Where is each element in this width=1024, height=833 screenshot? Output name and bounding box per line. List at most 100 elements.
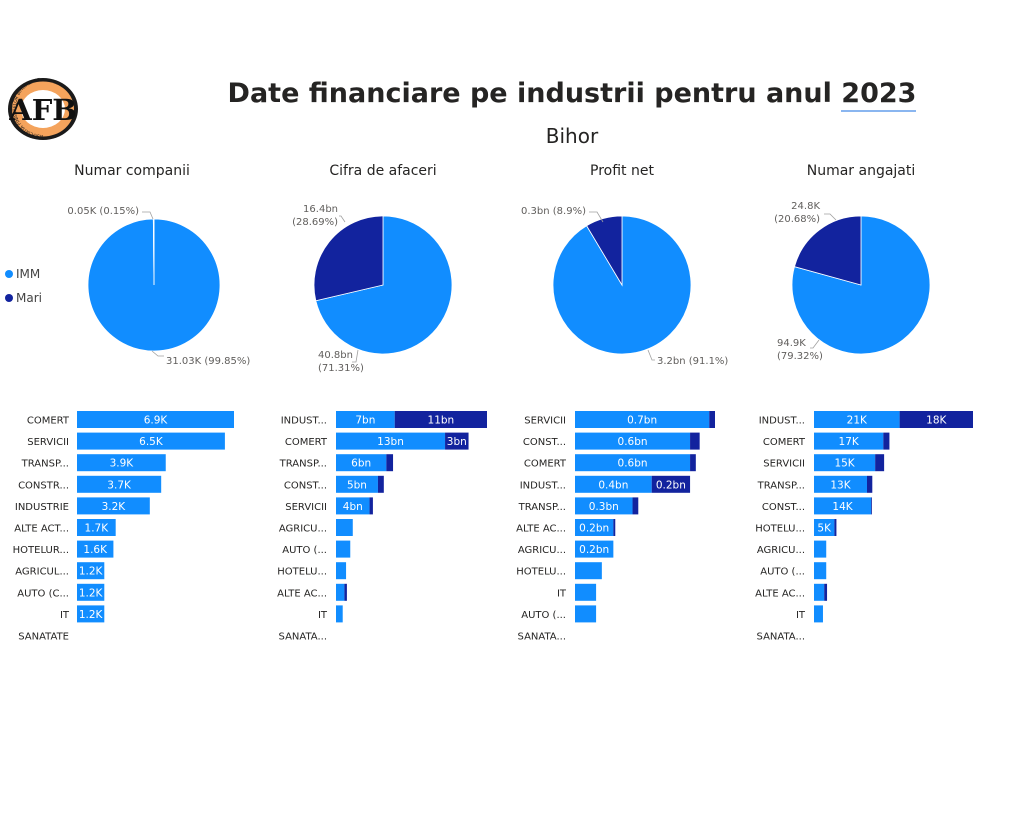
- bar-category-label: IT: [318, 610, 328, 621]
- bar-imm: [814, 605, 823, 623]
- bar-category-label: TRANSP...: [518, 502, 566, 513]
- pie-slice-mari: [152, 218, 155, 286]
- bar-imm: [77, 540, 114, 558]
- bar-mari: [377, 475, 384, 493]
- bar-chart-3: INDUST... 21K 18K COMERT 17K SERVICII 15K TRANS…: [755, 411, 973, 643]
- logo-letters: AFB: [8, 93, 77, 127]
- pie-chart-1: 40.8bn (71.31%) 16.4bn (28.69%): [292, 204, 453, 374]
- bar-value-label: 6bn: [351, 458, 371, 470]
- bar-mari: [369, 497, 373, 515]
- bar-imm: [336, 432, 446, 450]
- bar-imm: [575, 583, 597, 601]
- bar-category-label: IT: [557, 588, 567, 599]
- bar-mari: [632, 497, 639, 515]
- bar-imm: [77, 605, 105, 623]
- pie-slice-label: 24.8K (20.68%): [774, 201, 820, 225]
- bar-mari: [386, 454, 394, 472]
- bar-category-label: SERVICII: [763, 459, 805, 470]
- bar-category-label: IT: [60, 610, 70, 621]
- bar-mari: [613, 519, 616, 536]
- bar-value-label: 7bn: [355, 415, 375, 427]
- pie-slice-label: 94.9K (79.32%): [777, 338, 823, 362]
- bar-mari: [445, 432, 469, 450]
- bar-imm: [77, 562, 105, 580]
- pie-slice-imm: [315, 215, 453, 355]
- pie-leader-line: [142, 211, 154, 220]
- pie-leader-line: [647, 349, 655, 361]
- bar-category-label: SANATA...: [518, 632, 566, 643]
- bar-category-label: CONST...: [284, 480, 327, 491]
- bar-category-label: HOTELU...: [516, 567, 566, 578]
- bar-value-label: 6.9K: [144, 415, 169, 427]
- bar-imm: [77, 519, 116, 536]
- legend-item-mari[interactable]: Mari: [5, 291, 42, 305]
- bar-category-label: HOTELU...: [277, 567, 327, 578]
- pie-slice-label: 31.03K (99.85%): [166, 356, 250, 367]
- bar-value-label: 1.6K: [83, 544, 108, 556]
- bar-imm: [336, 497, 370, 515]
- bar-value-label: 3.7K: [107, 479, 132, 491]
- bar-category-label: IT: [796, 610, 806, 621]
- bar-imm: [575, 411, 710, 428]
- bar-imm: [575, 432, 691, 450]
- legend-imm-label: IMM: [16, 267, 41, 281]
- bar-category-label: SANATA...: [757, 632, 805, 643]
- bar-mari: [824, 583, 828, 601]
- bar-imm: [77, 497, 150, 515]
- pie-slice-label: 3.2bn (91.1%): [657, 356, 728, 367]
- bar-value-label: 0.6bn: [618, 436, 648, 448]
- bar-value-label: 5K: [817, 523, 832, 535]
- bar-category-label: ALTE AC...: [277, 588, 327, 599]
- pie-leader-line: [339, 215, 346, 223]
- bar-category-label: ALTE AC...: [755, 588, 805, 599]
- pie-slice-label: 16.4bn (28.69%): [292, 204, 338, 228]
- bar-mari: [651, 475, 691, 493]
- bar-imm: [336, 454, 387, 472]
- bar-category-label: SANATA...: [279, 632, 327, 643]
- pie-chart-2: 3.2bn (91.1%) 0.3bn (8.9%): [521, 206, 728, 367]
- legend-item-imm[interactable]: IMM: [5, 267, 40, 281]
- bar-value-label: 3.9K: [110, 458, 135, 470]
- bar-imm: [77, 411, 234, 428]
- page-title: Date financiare pe industrii pentru anul…: [0, 78, 1024, 112]
- bar-value-label: 0.6bn: [618, 458, 648, 470]
- bar-value-label: 1.2K: [79, 609, 104, 621]
- bar-mari: [834, 519, 837, 536]
- bar-chart-2: SERVICII 0.7bn CONST... 0.6bn COMERT 0.6bn IND…: [516, 411, 715, 643]
- bar-imm: [814, 411, 900, 428]
- bar-category-label: INDUST...: [520, 480, 566, 491]
- pie-slice-mari: [586, 215, 623, 287]
- bar-value-label: 4bn: [343, 501, 363, 513]
- bar-value-label: 13bn: [377, 436, 404, 448]
- bar-category-label: ALTE AC...: [516, 524, 566, 535]
- bar-mari: [394, 411, 487, 428]
- bar-imm: [77, 583, 105, 601]
- bar-category-label: INDUSTRIE: [15, 502, 69, 513]
- pie-leader-line: [810, 339, 820, 349]
- bar-imm: [336, 411, 395, 428]
- pie-leader-line: [824, 213, 837, 221]
- pie-chart-3: 94.9K (79.32%) 24.8K (20.68%): [774, 201, 931, 362]
- bar-value-label: 0.2bn: [579, 523, 609, 535]
- bar-category-label: TRANSP...: [21, 459, 69, 470]
- bar-category-label: SERVICII: [285, 502, 327, 513]
- bar-mari: [690, 432, 700, 450]
- bar-value-label: 3.2K: [102, 501, 127, 513]
- bar-imm: [575, 475, 652, 493]
- bar-imm: [575, 562, 602, 580]
- bar-imm: [336, 540, 351, 558]
- bar-imm: [575, 605, 597, 623]
- bar-category-label: SERVICII: [524, 416, 566, 427]
- bar-value-label: 1.7K: [85, 523, 110, 535]
- pie-title-numar-companii: Numar companii: [74, 163, 190, 179]
- bar-category-label: AUTO (C...: [17, 588, 69, 599]
- bar-imm: [814, 475, 867, 493]
- pie-slice-label: 40.8bn (71.31%): [318, 350, 364, 374]
- bar-category-label: SERVICII: [27, 437, 69, 448]
- bar-value-label: 13K: [830, 479, 851, 491]
- bar-category-label: AGRICUL...: [15, 567, 69, 578]
- bar-chart-0: COMERT 6.9K SERVICII 6.5K TRANSP... 3.9K CONST…: [13, 411, 234, 643]
- bar-imm: [575, 540, 614, 558]
- pie-chart-0: 31.03K (99.85%) 0.05K (0.15%): [67, 206, 250, 367]
- bar-value-label: 1.2K: [79, 587, 104, 599]
